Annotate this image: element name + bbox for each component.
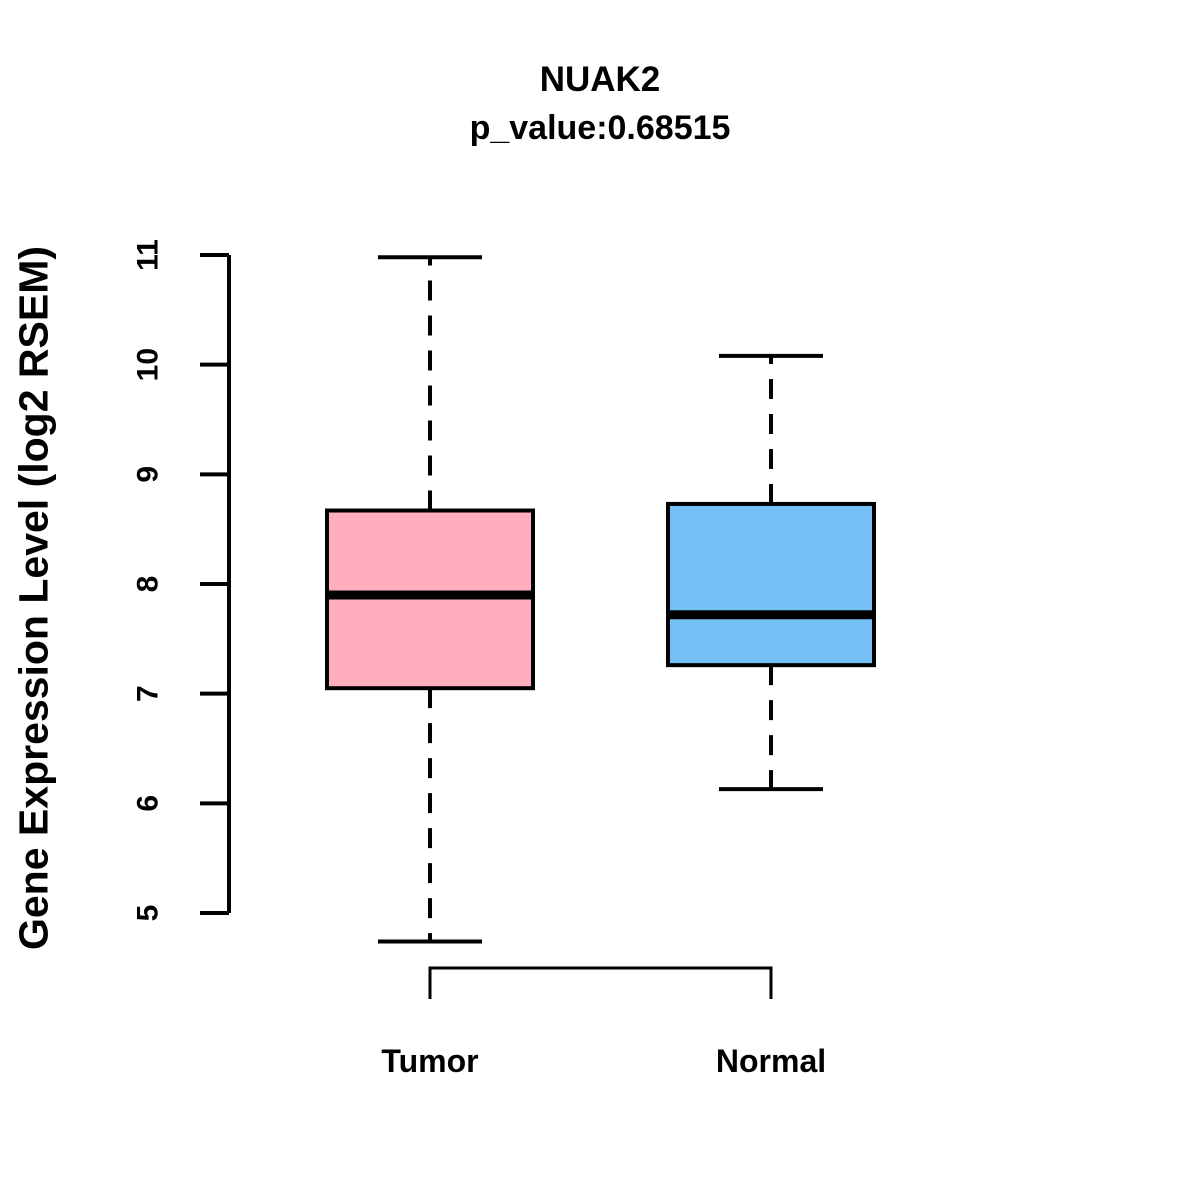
y-tick-label: 5 [132,905,165,922]
y-tick-label: 7 [132,685,165,702]
title-block: NUAK2 p_value:0.68515 [0,62,1200,145]
y-tick-label: 8 [132,576,165,593]
y-tick-label: 6 [132,795,165,812]
comparison-bracket [428,966,773,999]
y-tick-label: 11 [132,239,165,271]
chart-title: NUAK2 [539,60,661,99]
chart-subtitle: p_value:0.68515 [469,109,731,147]
y-tick-label: 9 [132,466,165,483]
y-tick-label: 10 [132,348,165,381]
x-label-tumor: Tumor [381,1043,478,1079]
normal-box [666,501,876,668]
x-label-normal: Normal [716,1043,826,1079]
